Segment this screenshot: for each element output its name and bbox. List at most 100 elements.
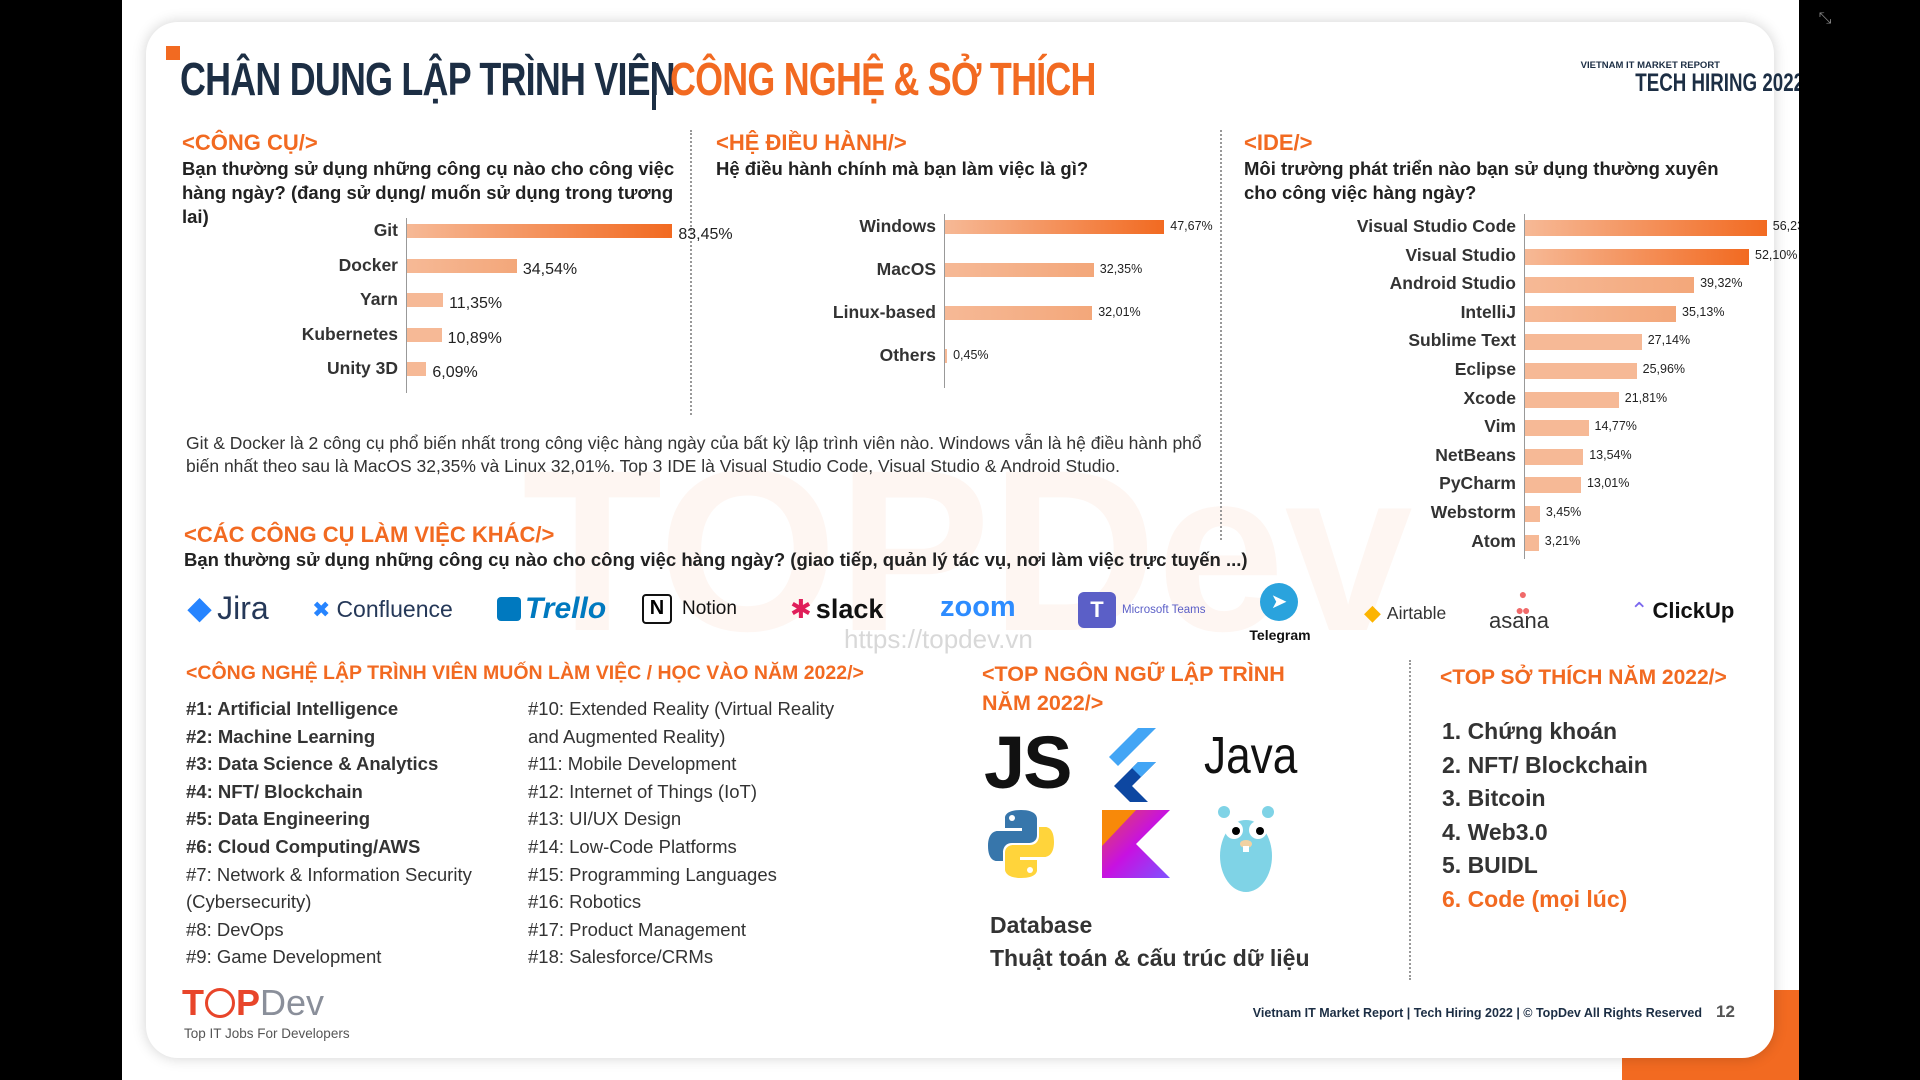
languages-title-2: NĂM 2022/> [982, 691, 1104, 715]
bar-value-label: 52,10% [1755, 247, 1798, 262]
bar-value-label: 34,54% [522, 260, 578, 278]
bar-category-label: Unity 3D [327, 358, 398, 378]
bar-category-label: Visual Studio [1405, 244, 1516, 265]
notion-logo: N Notion [642, 594, 737, 624]
tech-item: #9: Game Development [186, 946, 382, 968]
bar [1525, 448, 1584, 465]
tech-item: #15: Programming Languages [528, 863, 777, 885]
python-icon [988, 810, 1054, 878]
chart-axis [944, 214, 945, 388]
chart-axis [406, 218, 407, 393]
tech-item: #10: Extended Reality (Virtual Reality [528, 698, 835, 719]
bar [407, 224, 673, 238]
confluence-logo: ✖ Confluence [312, 596, 453, 622]
bar [945, 306, 1093, 320]
bar-category-label: Visual Studio Code [1356, 216, 1516, 236]
bar-value-label: 32,01% [1098, 305, 1141, 319]
notion-icon: N [642, 594, 672, 624]
tech-item: (Cybersecurity) [186, 891, 312, 913]
bar-category-label: Eclipse [1454, 359, 1516, 379]
bar [1525, 363, 1637, 379]
slack-icon: ✱ [790, 594, 812, 624]
bar [407, 362, 427, 376]
divider [1220, 130, 1222, 540]
tech-item: #8: DevOps [186, 918, 284, 940]
hobbies-title: <TOP SỞ THÍCH NĂM 2022/> [1440, 666, 1727, 689]
java-logo: Java [1204, 727, 1298, 785]
bar [1525, 477, 1581, 494]
tech-item: #6: Cloud Computing/AWS [186, 836, 421, 857]
bar [1525, 391, 1619, 408]
tech-item: and Augmented Reality) [528, 725, 726, 747]
hobby-item: 4. Web3.0 [1442, 818, 1548, 845]
confluence-icon: ✖ [312, 596, 331, 622]
clickup-logo: ⌃ ClickUp [1630, 598, 1735, 623]
asana-icon: ● ●● [1515, 586, 1531, 618]
hobby-item: 2. NFT/ Blockchain [1442, 751, 1648, 778]
exit-fullscreen-icon[interactable]: ⤡ [1818, 10, 1832, 27]
trello-logo: Trello [497, 592, 606, 626]
tech-item: #5: Data Engineering [186, 808, 371, 830]
bar-value-label: 35,13% [1682, 304, 1725, 319]
airtable-logo: ◆ Airtable [1364, 600, 1447, 625]
trello-icon [497, 597, 521, 621]
bar-value-label: 83,45% [678, 226, 733, 243]
other-tools-title: <CÁC CÔNG CỤ LÀM VIỆC KHÁC/> [184, 522, 555, 547]
js-logo: JS [984, 721, 1073, 804]
bar-category-label: NetBeans [1435, 444, 1516, 465]
bar-value-label: 10,89% [447, 329, 502, 347]
tech-title: <CÔNG NGHỆ LẬP TRÌNH VIÊN MUỐN LÀM VIỆC … [186, 662, 864, 684]
bar [1525, 220, 1767, 236]
tech-item: #4: NFT/ Blockchain [186, 780, 363, 802]
tech-item: #17: Product Management [528, 918, 747, 940]
telegram-icon: ➤ [1260, 583, 1298, 621]
bar-category-label: Android Studio [1389, 273, 1516, 294]
summary-text: Git & Docker là 2 công cụ phổ biến nhất … [186, 433, 1202, 476]
bar [945, 349, 948, 363]
teams-icon: T [1078, 592, 1116, 628]
bar [945, 263, 1094, 277]
slide: TOPDev https://topdev.vn CHÂN DUNG LẬP T… [122, 0, 1799, 1080]
bar-value-label: 3,45% [1545, 505, 1582, 519]
bar-value-label: 0,45% [953, 348, 989, 362]
bar [1525, 420, 1589, 437]
topdev-watermark: TOPDev [522, 440, 1413, 670]
bar [1525, 248, 1750, 265]
tech-item: #18: Salesforce/CRMs [528, 946, 714, 968]
topdev-tagline: Top IT Jobs For Developers [184, 1026, 350, 1041]
bar-value-label: 25,96% [1642, 362, 1686, 376]
tech-item: #11: Mobile Development [528, 753, 737, 775]
bar-value-label: 27,14% [1647, 333, 1691, 348]
bar-category-label: Others [879, 345, 936, 365]
bar-category-label: Docker [338, 254, 398, 275]
bar-category-label: Vim [1484, 416, 1516, 437]
report-label: VIETNAM IT MARKET REPORT [1580, 60, 1720, 71]
bar-category-label: Webstorm [1430, 502, 1516, 522]
bar-value-label: 13,01% [1586, 476, 1630, 491]
hobby-item: 3. Bitcoin [1442, 785, 1546, 812]
language-algorithms: Thuật toán & cấu trúc dữ liệu [990, 945, 1310, 971]
bar-category-label: Kubernetes [301, 323, 398, 344]
teams-logo: T Microsoft Teams [1078, 592, 1206, 628]
os-question: Hệ điều hành chính mà bạn làm việc là gì… [716, 158, 1089, 179]
bar [1525, 305, 1677, 322]
bar-category-label: Sublime Text [1408, 330, 1516, 351]
bar-category-label: Xcode [1463, 387, 1516, 408]
bar [407, 293, 444, 307]
slide-card [146, 22, 1774, 1058]
language-database: Database [990, 912, 1093, 938]
hobby-item: 6. Code (mọi lúc) [1442, 886, 1628, 912]
report-title: TECH HIRING 2022 [1635, 69, 1799, 97]
tools-question: Bạn thường sử dụng những công cụ nào cho… [182, 158, 675, 227]
asana-label: asana [1489, 608, 1549, 633]
bar-category-label: PyCharm [1439, 473, 1516, 494]
divider [1409, 660, 1411, 980]
tech-item: #12: Internet of Things (IoT) [528, 780, 757, 802]
tech-item: #14: Low-Code Platforms [528, 836, 737, 857]
kotlin-icon [1102, 810, 1170, 878]
bar-category-label: Atom [1471, 530, 1516, 551]
tech-item: #1: Artificial Intelligence [186, 698, 399, 719]
tech-item: #3: Data Science & Analytics [186, 753, 439, 775]
tech-item: #16: Robotics [528, 891, 642, 913]
copyright: Vietnam IT Market Report | Tech Hiring 2… [1252, 1006, 1702, 1020]
